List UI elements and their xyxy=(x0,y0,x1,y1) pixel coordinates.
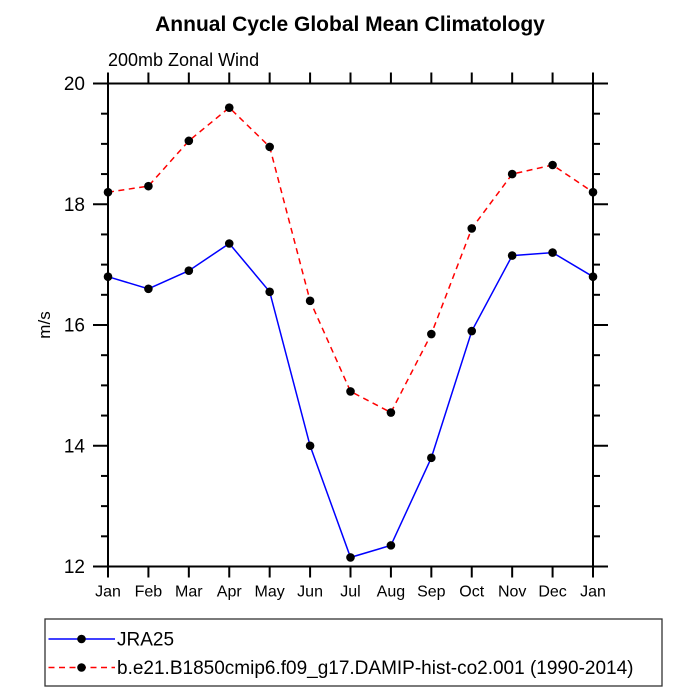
y-tick-label: 14 xyxy=(64,436,86,457)
series-line-0 xyxy=(107,242,594,559)
x-tick-label: Feb xyxy=(135,584,163,601)
data-point-series-0 xyxy=(507,251,517,260)
data-point-series-0 xyxy=(427,453,436,463)
y-tick-label: 16 xyxy=(64,316,85,337)
y-tick-label: 20 xyxy=(64,74,85,95)
data-point-series-0 xyxy=(265,287,274,297)
series-line-1 xyxy=(107,106,594,414)
axis-box xyxy=(107,82,594,568)
data-point-series-1 xyxy=(588,187,598,197)
data-point-series-1 xyxy=(144,181,153,191)
data-point-series-1 xyxy=(184,136,194,146)
x-tick-label: Apr xyxy=(217,584,243,601)
data-point-series-0 xyxy=(467,326,477,336)
x-tick-label: Aug xyxy=(377,584,405,601)
y-tick-label: 12 xyxy=(64,557,85,578)
x-tick-label: Jun xyxy=(297,584,323,601)
data-point-series-1 xyxy=(507,169,517,179)
data-point-series-1 xyxy=(103,187,113,197)
data-point-series-0 xyxy=(346,553,355,562)
data-point-series-0 xyxy=(224,239,234,248)
data-point-series-0 xyxy=(548,248,557,257)
data-point-series-0 xyxy=(305,441,315,451)
data-point-series-0 xyxy=(144,284,153,294)
data-point-series-0 xyxy=(103,272,113,282)
data-point-series-0 xyxy=(588,272,598,282)
x-tick-label: Oct xyxy=(459,584,484,601)
data-point-series-1 xyxy=(386,408,396,417)
legend-box xyxy=(44,618,663,687)
chart-title: Annual Cycle Global Mean Climatology xyxy=(155,13,545,36)
legend-marker-0 xyxy=(77,634,86,644)
x-tick-label: Jan xyxy=(580,584,606,601)
data-point-series-1 xyxy=(467,224,477,233)
legend-marker-1 xyxy=(77,663,86,672)
y-tick-label: 18 xyxy=(64,195,85,216)
data-point-series-1 xyxy=(224,103,234,112)
x-tick-label: Mar xyxy=(175,584,203,601)
legend-item-label-0: JRA25 xyxy=(117,630,174,651)
data-point-series-1 xyxy=(305,296,315,306)
x-tick-label: Nov xyxy=(498,584,526,601)
x-tick-label: Sep xyxy=(417,584,446,601)
chart-subtitle: 200mb Zonal Wind xyxy=(108,50,260,70)
x-tick-label: May xyxy=(255,584,285,601)
x-tick-label: Jan xyxy=(95,584,121,601)
x-tick-label: Dec xyxy=(538,584,566,601)
data-point-series-1 xyxy=(265,142,274,152)
data-point-series-1 xyxy=(427,329,436,339)
data-point-series-1 xyxy=(548,160,557,170)
data-point-series-1 xyxy=(346,387,355,396)
data-point-series-0 xyxy=(184,266,194,275)
data-point-series-0 xyxy=(386,541,396,550)
legend-item-label-1: b.e21.B1850cmip6.f09_g17.DAMIP-hist-co2.… xyxy=(117,658,634,679)
x-tick-label: Jul xyxy=(340,584,360,601)
